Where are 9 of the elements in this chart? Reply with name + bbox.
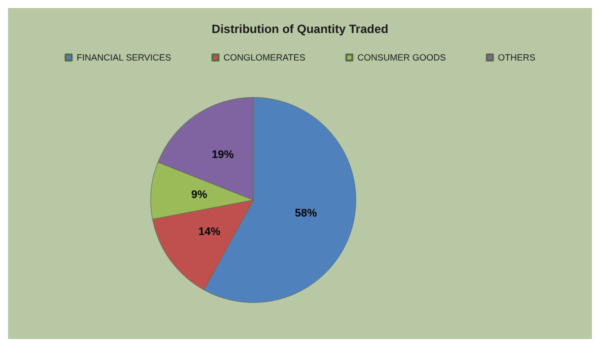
data-label: 9% xyxy=(191,188,208,201)
legend-label: CONSUMER GOODS xyxy=(357,52,446,62)
data-label: 19% xyxy=(212,149,234,162)
legend-label: FINANCIAL SERVICES xyxy=(76,52,172,62)
chart-title: Distribution of Quantity Traded xyxy=(212,22,388,36)
data-label: 14% xyxy=(198,226,221,238)
data-label: 58% xyxy=(294,207,318,220)
legend-label: CONGLOMERATES xyxy=(224,52,306,62)
legend-label: OTHERS xyxy=(498,52,536,62)
